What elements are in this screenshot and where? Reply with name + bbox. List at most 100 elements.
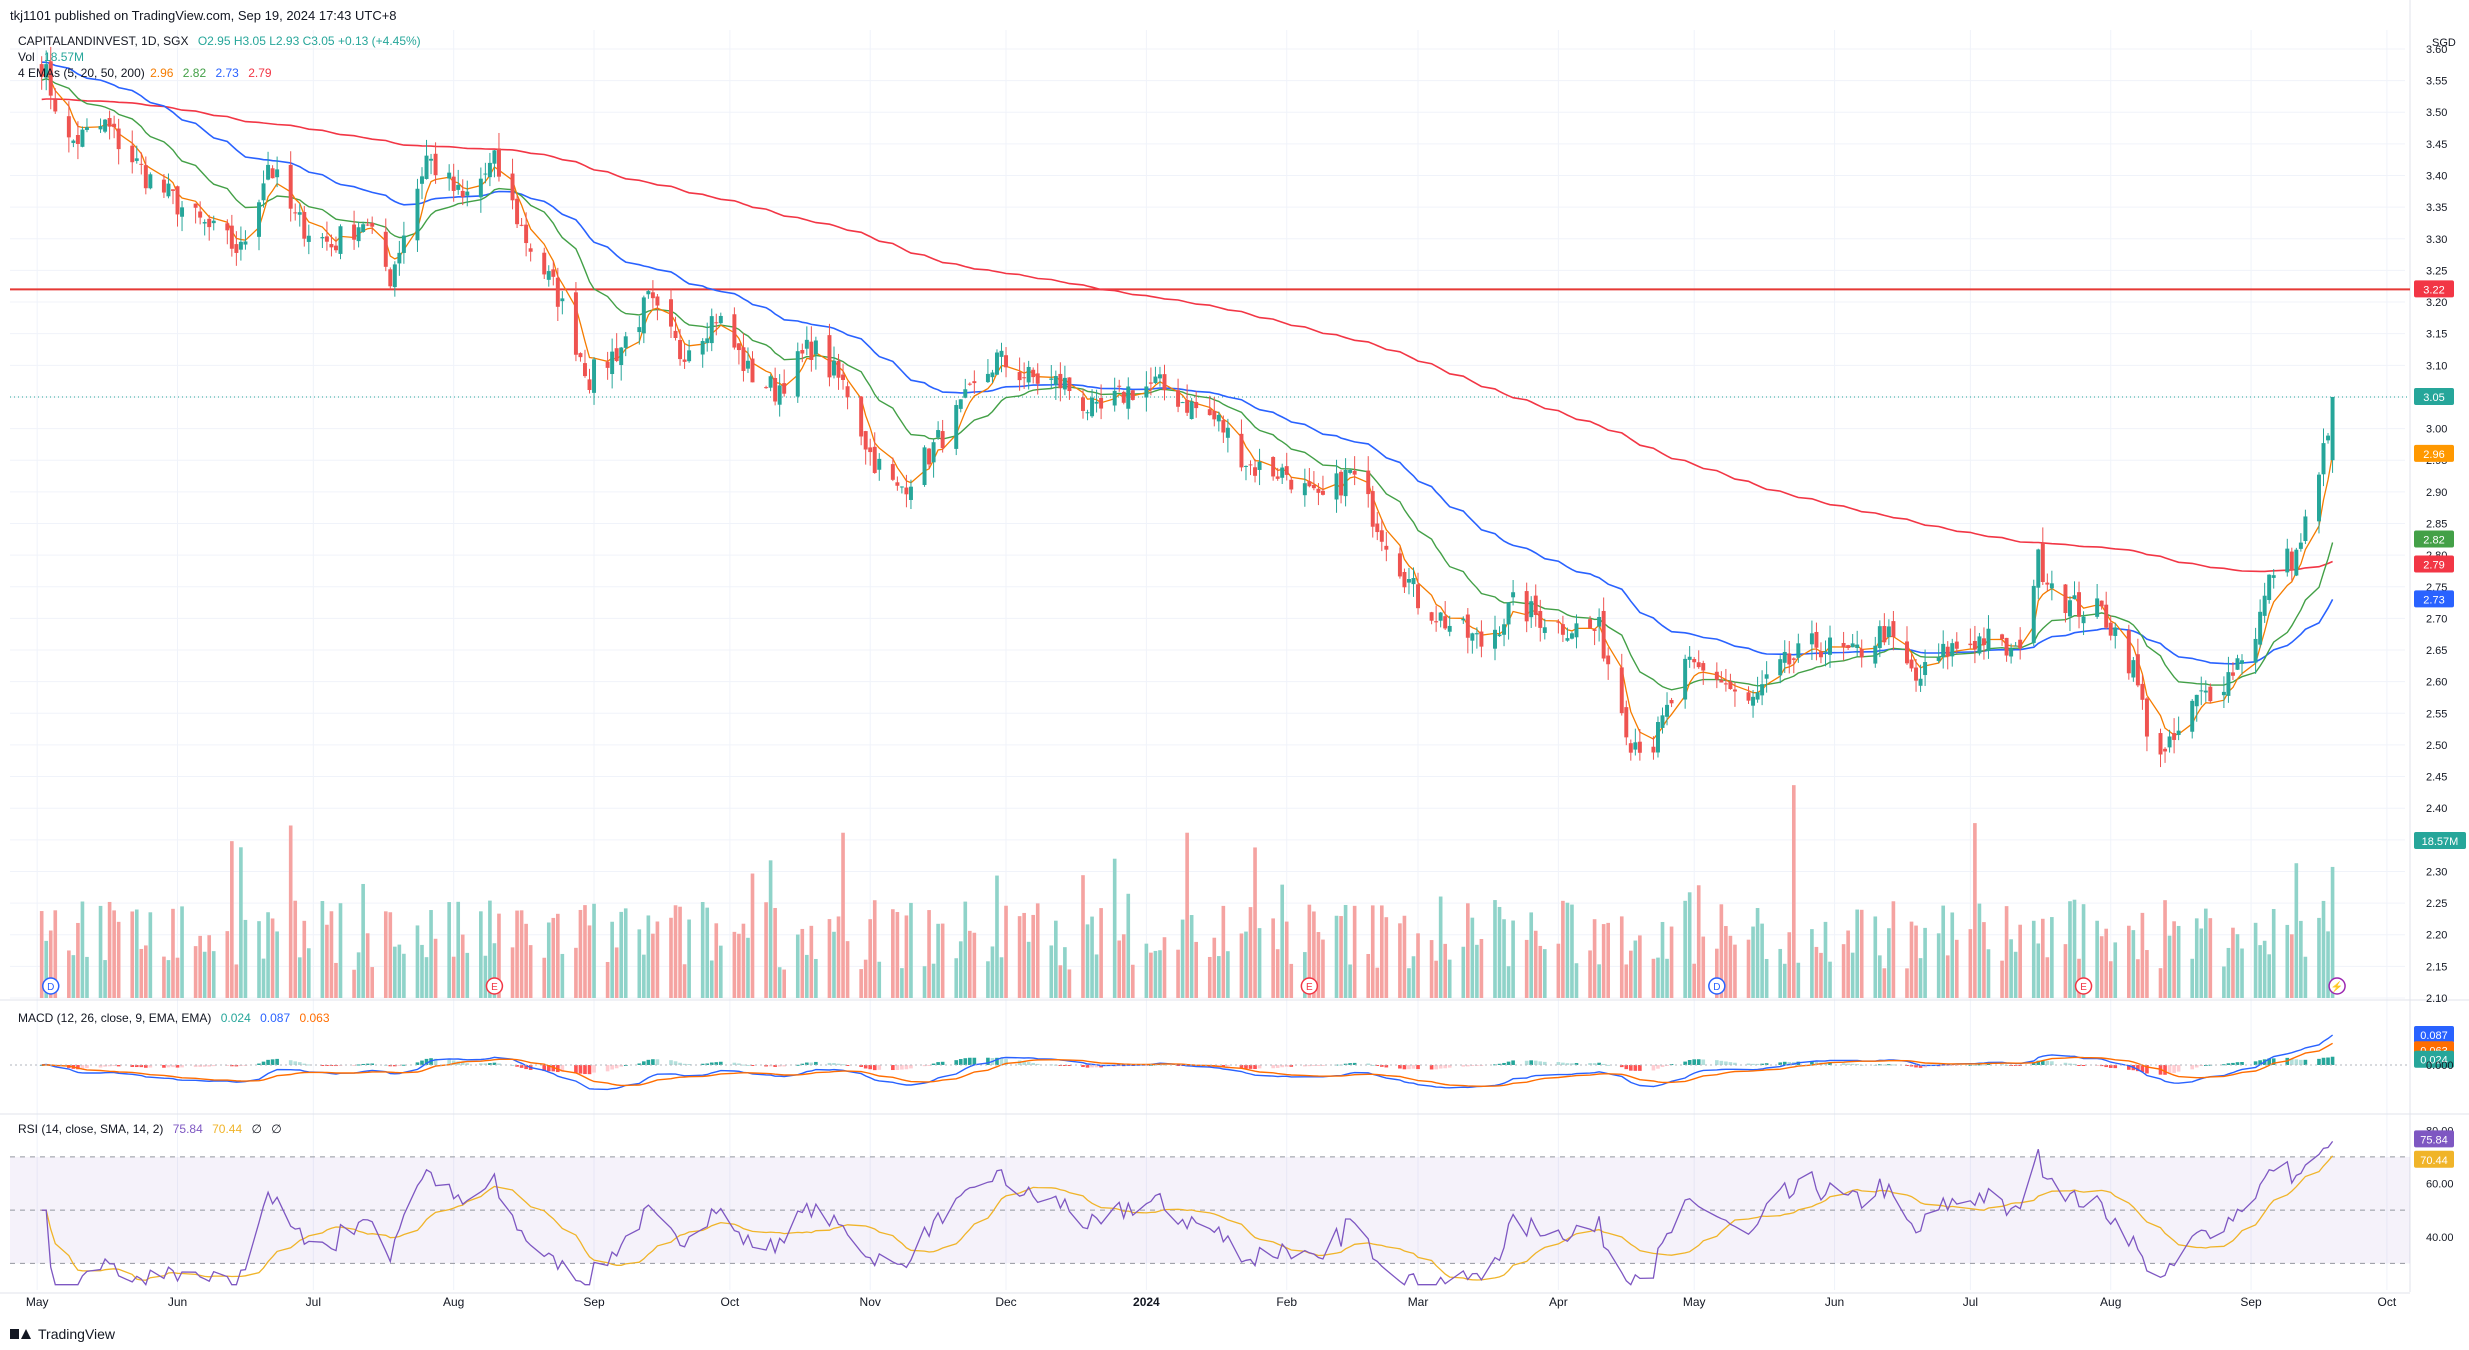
rsi-label[interactable]: RSI (14, close, SMA, 14, 2) [18, 1122, 164, 1136]
macd-hist-bar [1407, 1065, 1411, 1070]
volume-bar [1275, 949, 1280, 998]
candle-body [573, 292, 578, 355]
candle-body [1307, 481, 1312, 487]
macd-hist-bar [1687, 1060, 1692, 1065]
candle-body [908, 486, 913, 500]
volume-bar [1099, 908, 1103, 998]
macd-hist-value: 0.024 [220, 1011, 251, 1025]
ema50-value: 2.73 [215, 66, 239, 80]
candle-body [225, 223, 230, 231]
volume-bar [1918, 958, 1923, 998]
macd-hist-bar [1606, 1064, 1610, 1066]
volume-bar [1828, 961, 1832, 998]
macd-hist-bar [1384, 1065, 1389, 1068]
volume-label[interactable]: Vol [18, 50, 35, 64]
ema-label[interactable]: 4 EMAs (5, 20, 50, 200) [18, 66, 145, 80]
volume-bar [1905, 968, 1909, 998]
volume-bar [383, 911, 388, 998]
candle-body [1941, 643, 1946, 658]
candle-body [1529, 601, 1534, 618]
volume-bar [986, 961, 990, 998]
volume-bar [2303, 956, 2308, 998]
volume-bar [239, 847, 243, 998]
candle-body [1841, 642, 1846, 648]
candle-body [1035, 373, 1040, 384]
volume-bar [1696, 885, 1701, 998]
macd-hist-bar [1434, 1065, 1438, 1070]
volume-bar [1067, 969, 1072, 998]
volume-bar [700, 902, 705, 998]
volume-bar [1619, 916, 1624, 998]
macd-hist-bar [1923, 1065, 1927, 1068]
candle-body [999, 350, 1004, 357]
candle-body [420, 176, 424, 184]
candle-body [302, 211, 307, 239]
macd-hist-bar [2321, 1057, 2326, 1065]
volume-bar [2018, 924, 2022, 998]
candle-body [524, 224, 529, 244]
volume-bar [777, 967, 782, 998]
candle-body [1379, 530, 1384, 542]
macd-hist-bar [1656, 1065, 1660, 1069]
volume-bar [1049, 945, 1054, 998]
price-tick-label: 3.20 [2426, 297, 2447, 309]
candle-body [1538, 610, 1543, 628]
volume-bar [687, 919, 691, 998]
candle-body [1565, 638, 1570, 641]
macd-signal-line [41, 1042, 2333, 1088]
candle-body [338, 226, 343, 254]
candle-body [275, 169, 280, 178]
candle-body [904, 487, 909, 495]
volume-bar [1733, 944, 1737, 998]
volume-bar [116, 921, 121, 998]
volume-bar [2321, 900, 2326, 998]
candle-body [1207, 409, 1212, 416]
macd-label[interactable]: MACD (12, 26, close, 9, EMA, EMA) [18, 1011, 212, 1025]
macd-hist-bar [148, 1065, 153, 1068]
candle-body [1977, 636, 1982, 654]
macd-hist-bar [424, 1058, 429, 1065]
macd-hist-bar [1348, 1063, 1352, 1065]
candle-body [2126, 630, 2131, 674]
candle-body [2303, 516, 2308, 541]
volume-bar [1878, 955, 1882, 998]
volume-bar [211, 951, 216, 998]
candle-body [1751, 696, 1756, 706]
candle-body [2104, 604, 2109, 628]
candle-body [134, 158, 139, 161]
candle-body [1732, 689, 1737, 692]
volume-bar [1556, 943, 1561, 998]
candle-body [1153, 376, 1158, 384]
ohlc-values: O2.95 H3.05 L2.93 C3.05 +0.13 (+4.45%) [197, 34, 421, 48]
macd-hist-bar [1493, 1064, 1497, 1066]
candle-body [510, 173, 515, 201]
volume-bar [1303, 952, 1307, 998]
macd-hist-bar [682, 1063, 687, 1065]
candle-body [1406, 579, 1411, 583]
volume-bar [297, 957, 302, 998]
macd-hist-bar [2271, 1058, 2276, 1065]
macd-hist-bar [1443, 1065, 1448, 1069]
rsi-value-badge: 75.84 [2420, 1134, 2448, 1146]
candle-body [71, 140, 76, 143]
volume-bar [1701, 936, 1706, 998]
candle-body [2321, 443, 2326, 475]
macd-hist-bar [306, 1064, 311, 1066]
symbol-name[interactable]: CAPITALANDINVEST, 1D, SGX [18, 34, 189, 48]
macd-hist-bar [1375, 1065, 1380, 1066]
macd-hist-bar [2099, 1065, 2104, 1067]
macd-hist-bar [1081, 1065, 1085, 1068]
candle-body [270, 168, 275, 179]
candle-body [2298, 542, 2303, 549]
candle-body [745, 360, 750, 369]
volume-bar [1982, 922, 1986, 998]
tradingview-brand[interactable]: TradingView [10, 1326, 115, 1342]
rsi-ma-badge-bg [2414, 1150, 2454, 1168]
candle-body [2230, 672, 2235, 676]
macd-hist-bar [963, 1058, 968, 1065]
volume-bar [832, 931, 836, 998]
candle-body [650, 292, 655, 299]
candle-body [1950, 643, 1955, 657]
candle-body [306, 235, 311, 242]
